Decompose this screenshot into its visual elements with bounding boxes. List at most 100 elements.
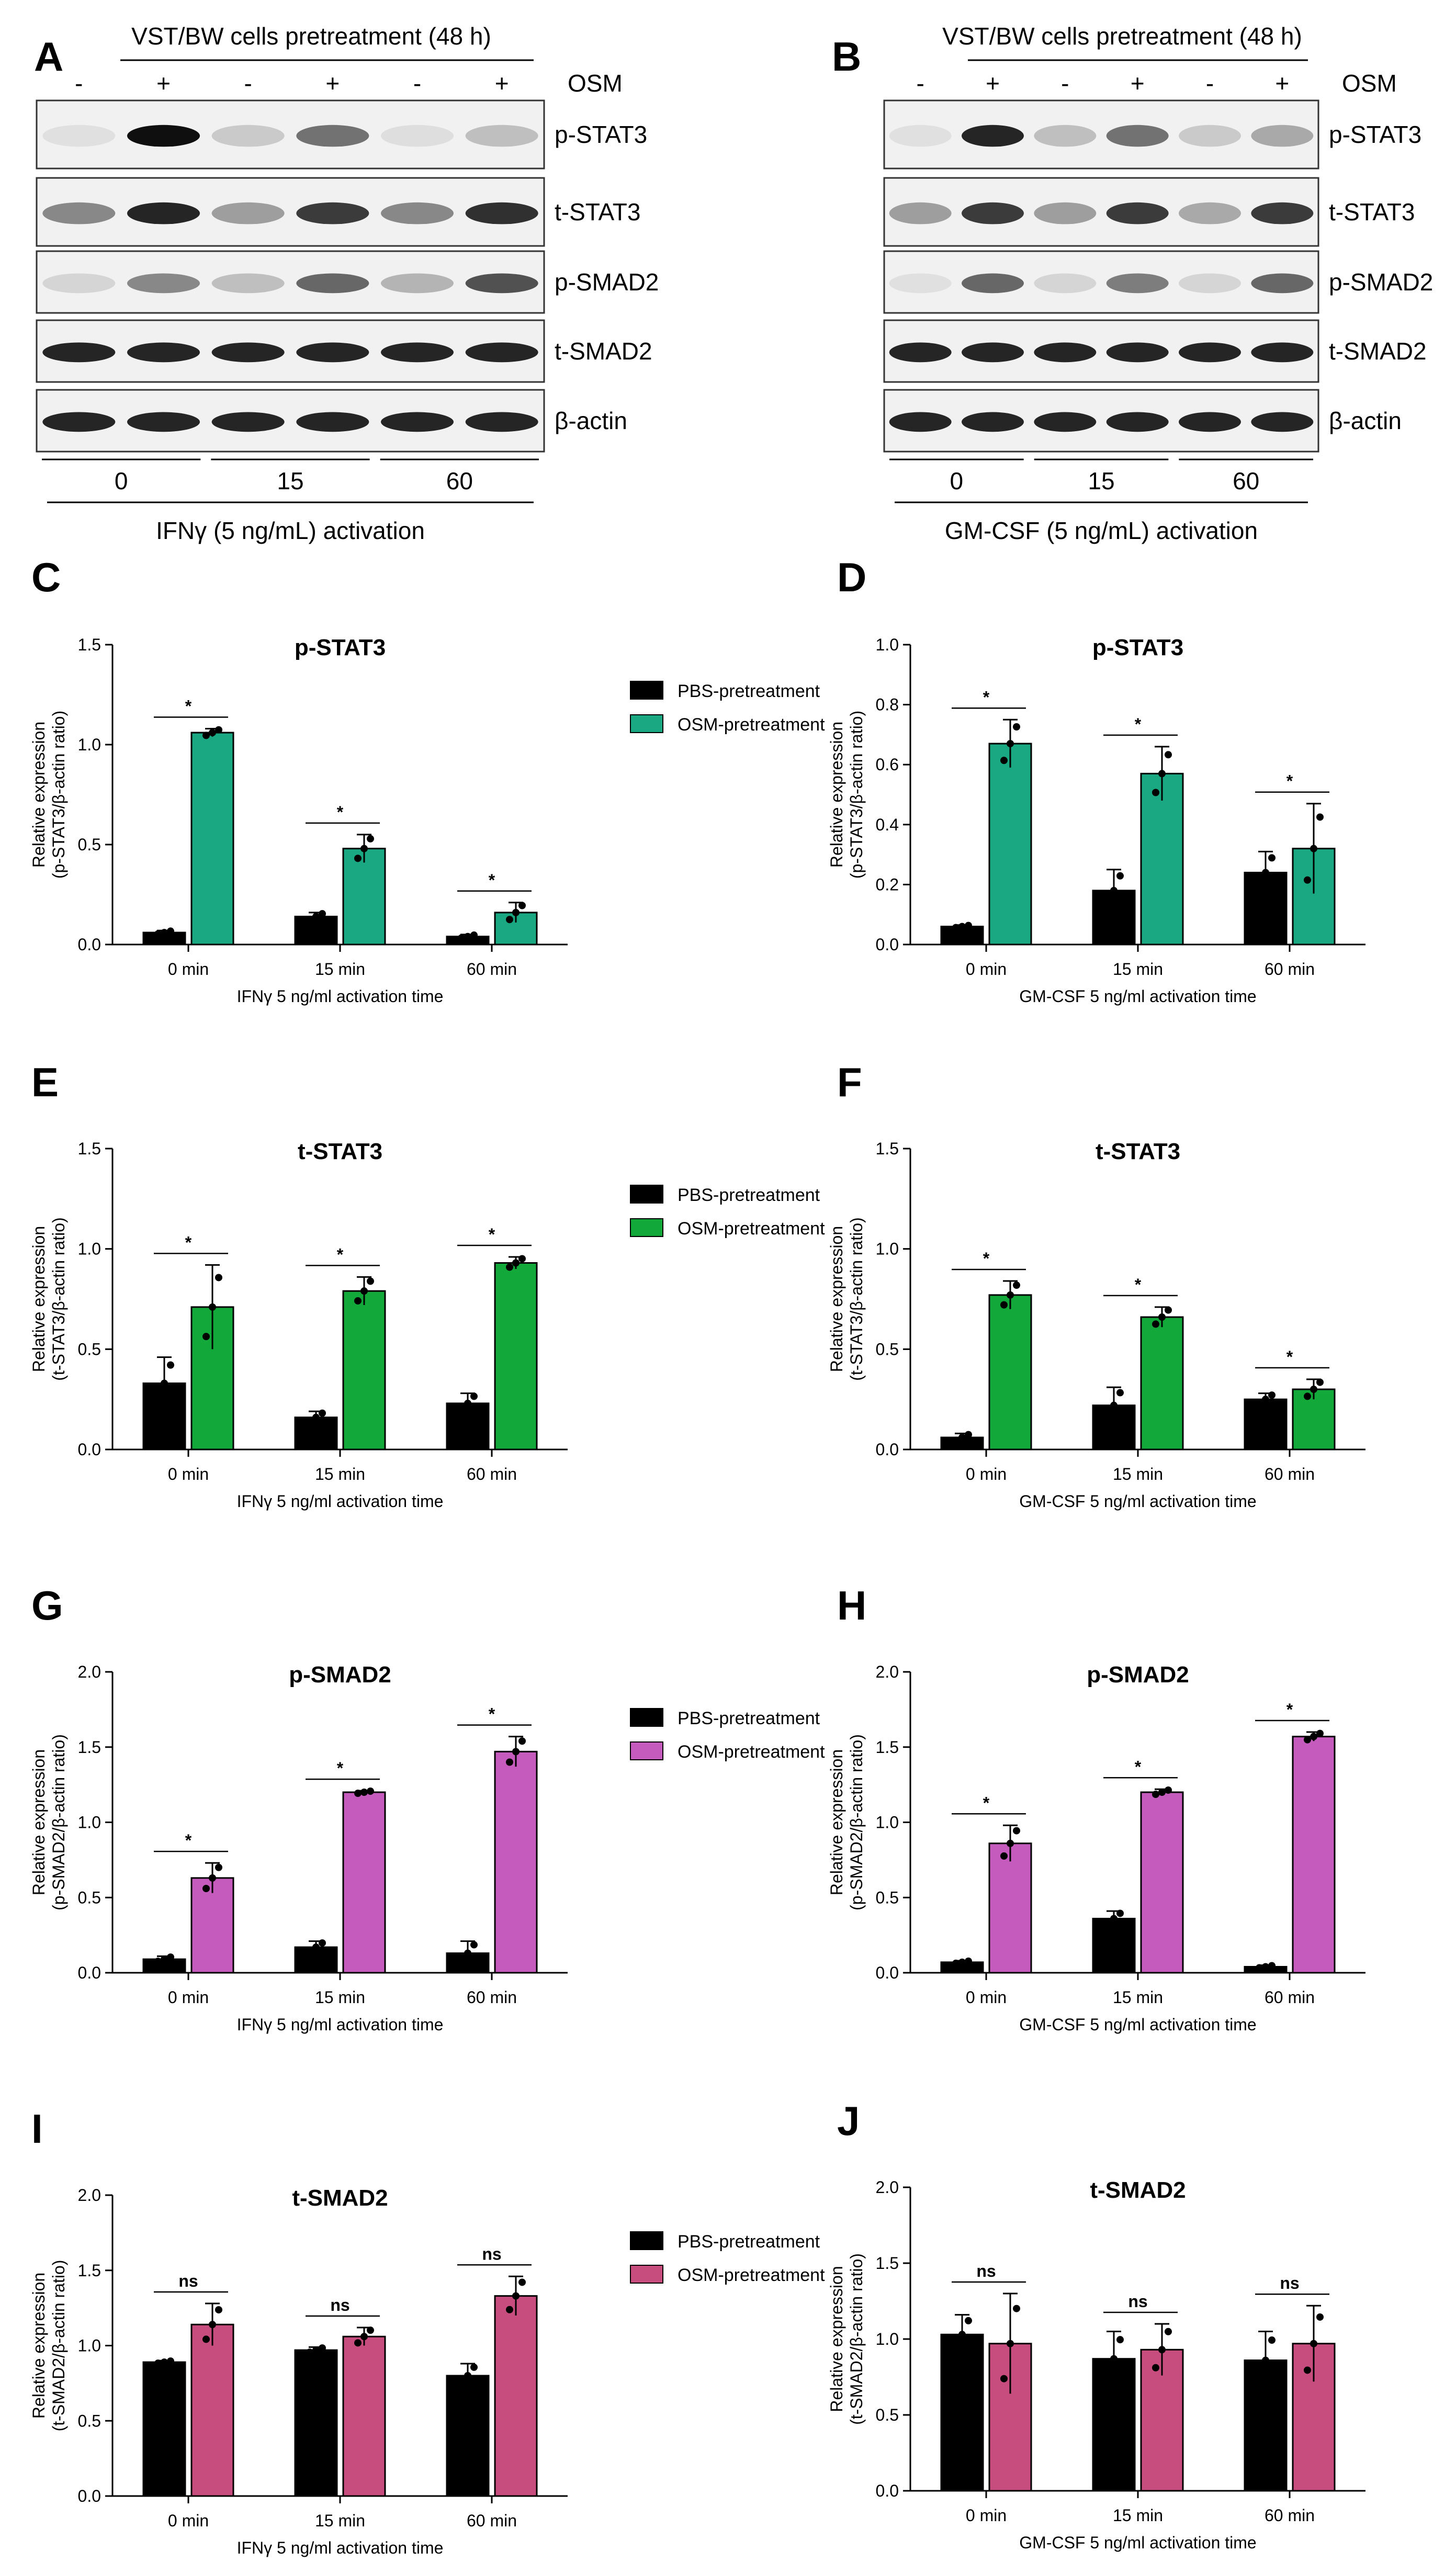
data-point: [1007, 1291, 1014, 1299]
bar-osm: [1292, 1736, 1336, 1974]
data-point: [354, 1297, 362, 1305]
data-point: [518, 1255, 526, 1263]
band: [1034, 202, 1097, 224]
time-label: 15: [1088, 467, 1114, 494]
band: [1179, 342, 1241, 363]
data-point: [506, 2306, 513, 2313]
data-point: [319, 1409, 326, 1417]
bar-osm: [988, 1294, 1032, 1451]
band: [211, 273, 285, 294]
band-label: p-SMAD2: [1329, 268, 1433, 296]
data-point: [1268, 1391, 1276, 1399]
data-point: [506, 1758, 513, 1766]
band: [465, 125, 538, 147]
data-point: [1256, 1400, 1263, 1408]
data-point: [312, 1413, 320, 1421]
y-tick-label: 0.5: [876, 2406, 899, 2424]
blot-strip: [883, 99, 1319, 170]
osm-label: OSM: [1342, 70, 1397, 97]
data-point: [1000, 2375, 1008, 2382]
significance-mark: *: [1286, 1700, 1293, 1719]
data-point: [360, 2333, 368, 2341]
treatment-sign: -: [75, 70, 83, 97]
data-point: [512, 2292, 520, 2300]
x-axis-label: GM-CSF 5 ng/ml activation time: [1019, 2533, 1256, 2552]
data-point: [958, 1958, 966, 1966]
band: [465, 342, 538, 363]
data-point: [470, 1392, 478, 1400]
band-label: β-actin: [555, 407, 627, 434]
legend-swatch: [630, 1708, 663, 1727]
y-axis-label-line-2: (p-STAT3/β-actin ratio): [847, 711, 866, 879]
data-point: [1007, 740, 1014, 748]
band: [42, 273, 116, 294]
band: [380, 412, 454, 432]
band: [1251, 273, 1314, 294]
data-point: [518, 1737, 526, 1745]
legend-label: OSM-pretreatment: [678, 2265, 825, 2285]
y-tick-label: 0.0: [78, 2487, 101, 2505]
data-point: [470, 1941, 478, 1949]
y-tick-label: 2.0: [876, 1662, 899, 1681]
data-point: [1262, 1963, 1269, 1971]
data-point: [1110, 886, 1118, 894]
data-point: [312, 1943, 320, 1951]
data-point: [312, 2346, 320, 2354]
band-label: p-STAT3: [1329, 121, 1421, 148]
data-point: [1262, 1396, 1269, 1403]
significance-mark: *: [185, 696, 192, 715]
x-tick-label: 60 min: [1265, 1465, 1315, 1483]
band: [1106, 202, 1169, 224]
band: [962, 202, 1024, 224]
data-point: [1104, 1414, 1111, 1422]
band-label: p-SMAD2: [555, 268, 659, 296]
blot-strip: [883, 177, 1319, 247]
data-point: [1013, 1827, 1020, 1835]
treatment-sign: +: [1131, 70, 1145, 97]
data-point: [319, 910, 326, 918]
x-tick-label: 15 min: [1113, 960, 1163, 979]
data-point: [1158, 2346, 1166, 2354]
data-point: [1316, 1378, 1324, 1386]
data-point: [1165, 751, 1172, 759]
y-tick-label: 0.5: [78, 1888, 101, 1907]
data-point: [464, 932, 471, 940]
data-point: [506, 916, 513, 924]
data-point: [952, 2344, 960, 2352]
x-tick-label: 0 min: [168, 960, 209, 979]
treatment-sign: -: [413, 70, 421, 97]
band: [889, 202, 952, 224]
band: [42, 412, 116, 432]
time-label: 15: [277, 467, 303, 494]
x-tick-label: 60 min: [1265, 2506, 1315, 2525]
legend-swatch: [630, 1218, 663, 1237]
band: [1251, 342, 1314, 363]
data-point: [1116, 872, 1124, 880]
band: [962, 273, 1024, 294]
band: [962, 412, 1024, 432]
panel-label: D: [837, 554, 866, 600]
data-point: [470, 931, 478, 939]
data-point: [1310, 2340, 1317, 2347]
x-tick-label: 60 min: [467, 960, 517, 979]
data-point: [464, 1949, 471, 1957]
panel-label: I: [31, 2106, 43, 2152]
chart-title: t-SMAD2: [1090, 2177, 1186, 2203]
blot-strip: [36, 99, 545, 170]
data-point: [306, 1418, 313, 1425]
y-tick-label: 1.0: [78, 735, 101, 754]
y-tick-label: 1.5: [78, 2261, 101, 2280]
y-tick-label: 1.0: [876, 635, 899, 654]
y-axis-label-line-2: (p-SMAD2/β-actin ratio): [847, 1734, 866, 1910]
x-tick-label: 15 min: [315, 1465, 365, 1483]
blot-header: VST/BW cells pretreatment (48 h): [131, 23, 491, 50]
y-axis-label-line-2: (t-SMAD2/β-actin ratio): [49, 2260, 68, 2432]
blot-strip: [36, 250, 545, 314]
time-label: 0: [950, 467, 964, 494]
chart-title: t-SMAD2: [292, 2185, 388, 2211]
data-point: [1262, 869, 1269, 876]
significance-mark: *: [983, 688, 990, 706]
data-point: [1316, 1729, 1324, 1737]
data-point: [354, 2339, 362, 2347]
